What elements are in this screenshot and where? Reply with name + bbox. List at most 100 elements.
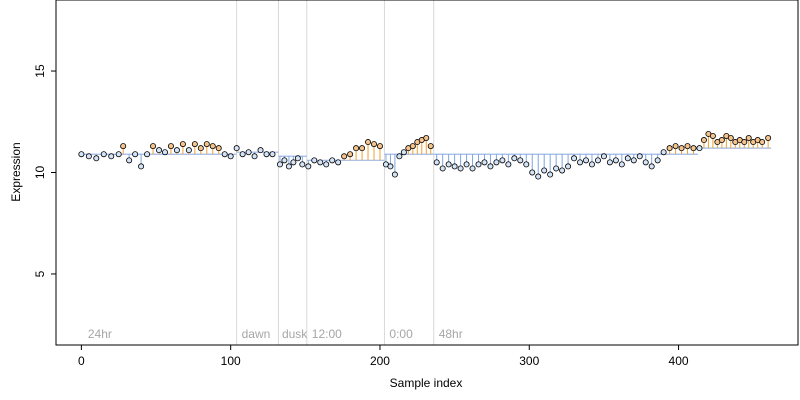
data-point-92	[612, 157, 619, 164]
data-point-66	[457, 165, 464, 172]
y-tick-label-0: 5	[33, 270, 47, 277]
data-point-18	[191, 141, 198, 148]
data-point-45	[347, 151, 354, 158]
data-point-14	[167, 143, 174, 150]
data-point-5	[115, 151, 122, 158]
annotation-0: 24hr	[88, 327, 112, 341]
data-point-71	[487, 163, 494, 170]
data-point-17	[185, 147, 192, 154]
data-point-89	[594, 157, 601, 164]
data-point-78	[529, 169, 536, 176]
data-point-49	[370, 141, 377, 148]
data-point-80	[541, 167, 548, 174]
data-point-11	[150, 143, 157, 150]
data-point-30	[263, 151, 270, 158]
data-point-101	[666, 145, 673, 152]
data-point-111	[718, 137, 725, 144]
data-point-96	[636, 153, 643, 160]
data-point-93	[618, 161, 625, 168]
data-point-97	[642, 159, 649, 166]
data-point-121	[765, 134, 772, 141]
data-point-68	[469, 165, 476, 172]
data-point-105	[690, 145, 697, 152]
data-point-65	[451, 163, 458, 170]
data-point-34	[285, 163, 292, 170]
data-point-106	[696, 145, 703, 152]
data-point-29	[257, 147, 264, 154]
data-point-20	[203, 141, 210, 148]
data-point-107	[700, 137, 707, 144]
plot-frame	[55, 0, 799, 346]
data-point-104	[684, 143, 691, 150]
data-point-40	[317, 159, 324, 166]
data-point-53	[391, 171, 398, 178]
data-point-117	[745, 134, 752, 141]
data-point-94	[624, 155, 631, 162]
data-point-1	[85, 153, 92, 160]
data-point-116	[741, 139, 748, 146]
annotations: 24hr dawn dusk 12:00 0:00 48hr	[88, 327, 463, 341]
data-point-28	[251, 153, 258, 160]
data-point-109	[709, 132, 716, 139]
data-point-38	[305, 163, 312, 170]
data-point-16	[179, 141, 186, 148]
data-point-31	[269, 151, 276, 158]
data-point-99	[654, 157, 661, 164]
data-point-46	[353, 145, 360, 152]
data-point-57	[409, 143, 416, 150]
data-point-103	[678, 145, 685, 152]
data-point-37	[299, 161, 306, 168]
data-point-10	[144, 151, 151, 158]
data-points	[78, 130, 772, 180]
data-point-95	[630, 157, 637, 164]
data-point-4	[108, 153, 115, 160]
data-point-90	[600, 153, 607, 160]
data-point-12	[156, 147, 163, 154]
data-point-73	[499, 157, 506, 164]
data-point-84	[565, 163, 572, 170]
data-point-82	[553, 165, 560, 172]
annotation-4: 0:00	[389, 327, 413, 341]
data-point-77	[523, 161, 530, 168]
data-point-41	[323, 161, 330, 168]
data-point-83	[559, 167, 566, 174]
data-point-25	[233, 145, 240, 152]
data-point-32	[276, 161, 283, 168]
data-point-54	[396, 153, 403, 160]
data-point-75	[511, 155, 518, 162]
data-point-26	[239, 151, 246, 158]
x-tick-label-0: 0	[78, 354, 85, 368]
data-point-120	[759, 139, 766, 146]
data-point-13	[161, 149, 168, 156]
data-point-62	[433, 159, 440, 166]
data-point-88	[588, 161, 595, 168]
data-point-7	[126, 157, 133, 164]
data-point-6	[120, 143, 127, 150]
data-point-39	[311, 157, 318, 164]
data-point-23	[221, 151, 228, 158]
vertical-lines	[236, 0, 435, 345]
data-point-36	[294, 155, 301, 162]
x-axis: 0 100 200 300 400	[78, 345, 689, 368]
x-tick-label-1: 100	[221, 354, 241, 368]
data-point-67	[463, 161, 470, 168]
data-point-21	[209, 143, 216, 150]
data-point-47	[359, 145, 366, 152]
data-point-87	[583, 157, 590, 164]
data-point-69	[475, 161, 482, 168]
annotation-3: 12:00	[312, 327, 342, 341]
data-point-35	[290, 159, 297, 166]
data-point-79	[535, 173, 542, 180]
data-point-43	[335, 159, 342, 166]
annotation-5: 48hr	[439, 327, 463, 341]
data-point-19	[197, 145, 204, 152]
data-point-102	[672, 143, 679, 150]
data-point-86	[577, 159, 584, 166]
data-point-9	[138, 163, 145, 170]
data-point-8	[132, 151, 139, 158]
y-tick-label-1: 10	[33, 166, 47, 180]
data-point-63	[439, 165, 446, 172]
x-axis-title: Sample index	[390, 376, 463, 390]
x-tick-label-4: 400	[669, 354, 689, 368]
